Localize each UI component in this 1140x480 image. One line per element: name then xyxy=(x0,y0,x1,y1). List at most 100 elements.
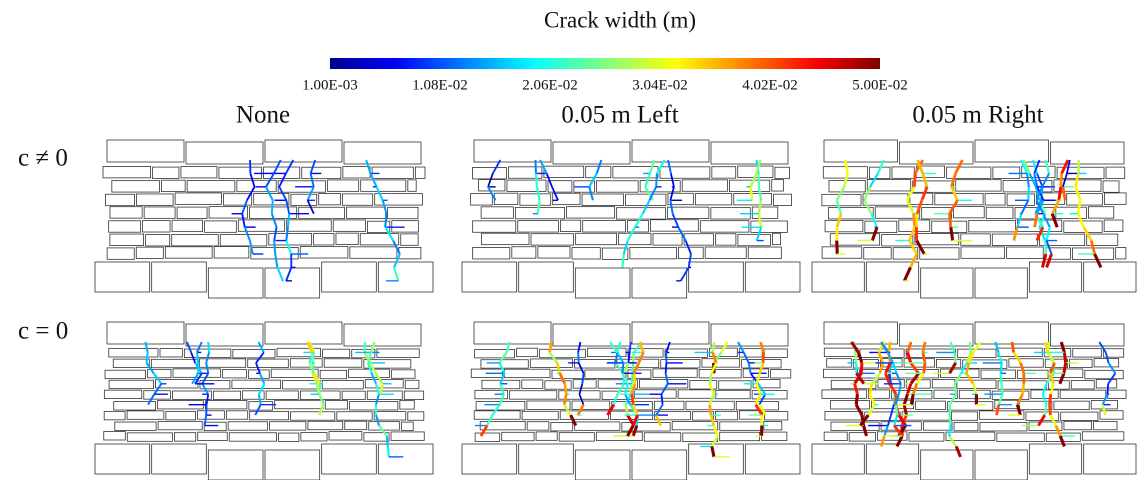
stone xyxy=(172,220,203,231)
row-label: c = 0 xyxy=(18,318,68,345)
stone xyxy=(1067,194,1103,205)
stone xyxy=(208,450,263,480)
stone xyxy=(344,142,421,164)
stone xyxy=(271,369,318,377)
stone xyxy=(392,221,419,232)
stone xyxy=(399,247,421,258)
stone xyxy=(582,194,623,205)
stone xyxy=(279,433,299,441)
stone xyxy=(105,370,145,378)
stone xyxy=(772,180,784,191)
stone xyxy=(146,235,170,246)
colorbar-tick-label: 5.00E-02 xyxy=(852,77,907,93)
stone xyxy=(198,432,228,440)
stone xyxy=(825,220,863,231)
stone xyxy=(980,423,1027,431)
row-labels: c ≠ 0c = 0 xyxy=(18,145,68,345)
stone xyxy=(378,444,433,474)
crack xyxy=(1012,342,1014,352)
crack xyxy=(632,373,633,383)
stone xyxy=(632,140,709,162)
colorbar-tick-label: 1.08E-02 xyxy=(412,77,467,93)
stone xyxy=(322,262,377,292)
stone xyxy=(342,194,372,205)
crack xyxy=(582,373,583,383)
stone xyxy=(136,194,173,205)
stone xyxy=(775,167,790,178)
stone xyxy=(712,167,736,178)
stone xyxy=(494,193,518,204)
page: Crack width (m) 1.00E-031.08E-022.06E-02… xyxy=(0,0,1140,480)
stone xyxy=(181,166,217,177)
crack xyxy=(916,214,917,227)
stone xyxy=(719,381,751,389)
stone xyxy=(519,262,574,292)
stone xyxy=(515,207,564,218)
stone xyxy=(981,370,1015,378)
stone xyxy=(909,433,944,441)
crack xyxy=(911,394,913,404)
stone xyxy=(204,422,226,430)
stone xyxy=(109,349,158,357)
stone xyxy=(144,207,175,218)
stone xyxy=(745,262,800,292)
stone xyxy=(985,194,1005,205)
stone xyxy=(177,207,207,218)
stone xyxy=(957,380,996,388)
crack xyxy=(388,446,389,456)
stone xyxy=(576,233,617,244)
stone xyxy=(975,322,1049,344)
stone xyxy=(361,180,406,191)
stone xyxy=(473,248,510,259)
crack xyxy=(837,241,838,254)
stone xyxy=(174,433,195,441)
stone xyxy=(632,322,709,344)
stone xyxy=(214,247,249,258)
stone xyxy=(502,432,534,440)
stone xyxy=(748,247,781,258)
colorbar-tick-label: 1.00E-03 xyxy=(302,77,357,93)
crack xyxy=(955,384,956,394)
stone xyxy=(1051,142,1125,164)
stone xyxy=(104,411,125,419)
colorbar xyxy=(330,58,880,69)
stone xyxy=(951,412,977,420)
stone xyxy=(104,432,126,440)
stone xyxy=(1106,167,1125,178)
stone xyxy=(127,411,164,419)
crack xyxy=(550,342,552,352)
crack xyxy=(712,446,714,456)
stone xyxy=(923,422,952,430)
stone xyxy=(824,348,858,356)
stone xyxy=(110,234,144,245)
stone xyxy=(107,322,184,344)
colorbar-tick-label: 2.06E-02 xyxy=(522,77,577,93)
stone xyxy=(1108,390,1126,398)
stone xyxy=(824,322,898,344)
stone xyxy=(764,349,787,357)
stone xyxy=(322,380,363,388)
stone xyxy=(401,422,413,430)
stone xyxy=(822,247,862,258)
stone xyxy=(205,221,237,232)
stone xyxy=(226,411,247,419)
stone xyxy=(522,411,558,419)
stone xyxy=(107,140,184,162)
crack xyxy=(666,363,667,373)
stone xyxy=(711,142,788,164)
stone xyxy=(702,359,740,367)
stone xyxy=(314,234,334,245)
stone xyxy=(144,391,171,399)
stone xyxy=(690,381,717,389)
stone xyxy=(479,180,505,191)
crack xyxy=(855,352,856,362)
colorbar-tick-label: 4.02E-02 xyxy=(742,77,797,93)
crack xyxy=(1023,384,1024,394)
stone xyxy=(738,234,771,245)
stone xyxy=(720,432,760,440)
stone xyxy=(1061,412,1098,420)
column-title: None xyxy=(236,102,290,129)
crack xyxy=(1064,363,1066,373)
wall-panels xyxy=(95,140,1136,480)
wall xyxy=(95,322,433,480)
